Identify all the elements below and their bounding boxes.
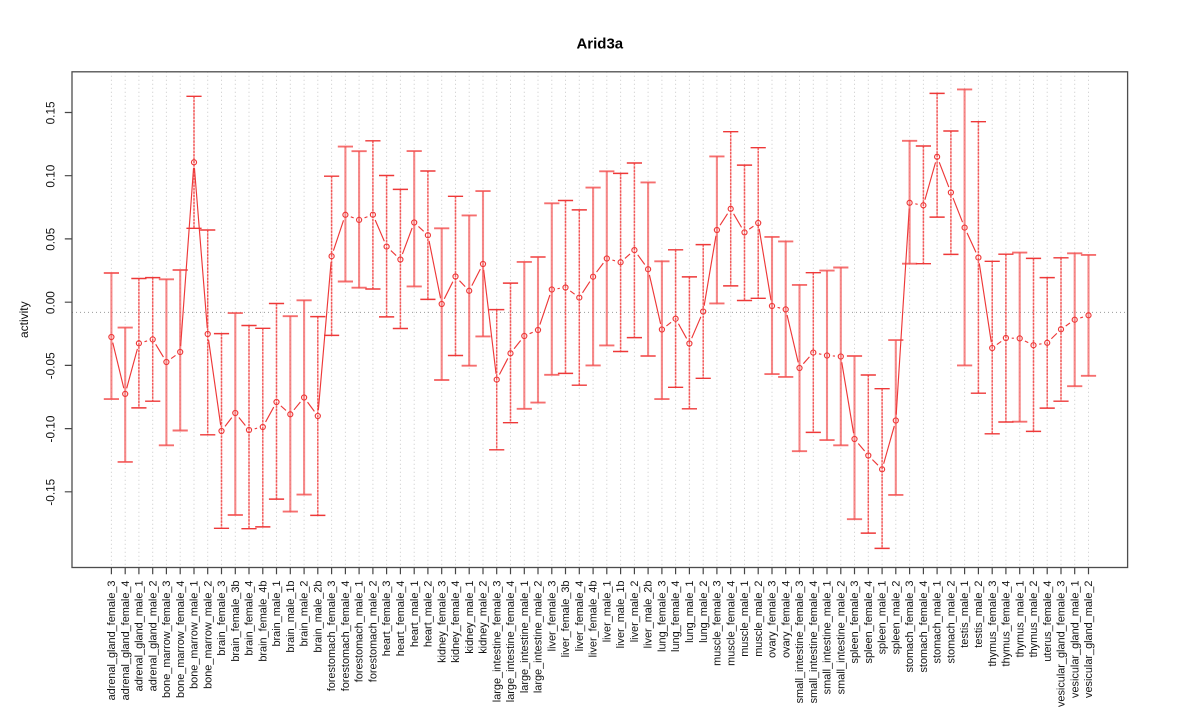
svg-text:vesicular_gland_male_2: vesicular_gland_male_2 <box>1083 581 1095 698</box>
svg-text:stomach_female_4: stomach_female_4 <box>918 581 930 673</box>
svg-text:kidney_male_2: kidney_male_2 <box>478 581 490 654</box>
svg-text:adrenal_gland_female_4: adrenal_gland_female_4 <box>120 581 132 701</box>
svg-text:kidney_female_3: kidney_female_3 <box>436 581 448 663</box>
svg-text:liver_female_3b: liver_female_3b <box>560 581 572 658</box>
svg-text:small_intestine_male_2: small_intestine_male_2 <box>835 581 847 695</box>
svg-text:muscle_male_1: muscle_male_1 <box>739 581 751 657</box>
svg-text:spleen_female_3: spleen_female_3 <box>849 581 861 664</box>
svg-text:lung_female_4: lung_female_4 <box>670 581 682 652</box>
svg-text:stomach_female_3: stomach_female_3 <box>904 581 916 673</box>
svg-text:large_intestine_male_1: large_intestine_male_1 <box>519 581 531 694</box>
svg-text:adrenal_gland_male_2: adrenal_gland_male_2 <box>147 581 159 692</box>
svg-text:brain_male_2: brain_male_2 <box>299 581 311 647</box>
svg-text:-0.10: -0.10 <box>43 415 57 442</box>
svg-text:bone_marrow_female_3: bone_marrow_female_3 <box>161 581 173 698</box>
svg-text:stomach_male_2: stomach_male_2 <box>946 581 958 664</box>
svg-text:bone_marrow_male_2: bone_marrow_male_2 <box>202 581 214 689</box>
svg-text:liver_male_2: liver_male_2 <box>629 581 641 643</box>
svg-text:0.15: 0.15 <box>43 101 57 124</box>
svg-text:lung_male_1: lung_male_1 <box>684 581 696 643</box>
svg-text:bone_marrow_male_1: bone_marrow_male_1 <box>189 581 201 689</box>
svg-text:vesicular_gland_male_1: vesicular_gland_male_1 <box>1069 581 1081 698</box>
svg-text:0.05: 0.05 <box>43 227 57 250</box>
svg-text:testis_male_2: testis_male_2 <box>973 581 985 648</box>
svg-text:Arid3a: Arid3a <box>576 35 623 52</box>
svg-text:kidney_male_1: kidney_male_1 <box>464 581 476 654</box>
svg-text:testis_male_1: testis_male_1 <box>959 580 971 647</box>
svg-text:forestomach_male_2: forestomach_male_2 <box>368 581 380 683</box>
svg-text:ovary_female_3: ovary_female_3 <box>767 581 779 659</box>
svg-text:adrenal_gland_female_3: adrenal_gland_female_3 <box>106 581 118 701</box>
svg-text:liver_female_4b: liver_female_4b <box>588 581 600 658</box>
svg-text:0.10: 0.10 <box>43 164 57 187</box>
svg-text:brain_female_3b: brain_female_3b <box>230 581 242 662</box>
svg-text:forestomach_female_3: forestomach_female_3 <box>326 581 338 692</box>
svg-text:liver_male_1: liver_male_1 <box>601 581 613 643</box>
svg-text:heart_male_2: heart_male_2 <box>423 581 435 648</box>
svg-text:heart_female_4: heart_female_4 <box>395 581 407 657</box>
svg-text:brain_female_3: brain_female_3 <box>216 581 228 656</box>
svg-text:heart_female_3: heart_female_3 <box>381 581 393 657</box>
svg-text:0.00: 0.00 <box>43 291 57 314</box>
svg-text:brain_male_1b: brain_male_1b <box>285 581 297 653</box>
svg-text:activity: activity <box>17 301 31 338</box>
svg-text:adrenal_gland_male_1: adrenal_gland_male_1 <box>134 581 146 692</box>
svg-text:brain_male_2b: brain_male_2b <box>312 581 324 653</box>
svg-text:thymus_male_2: thymus_male_2 <box>1028 581 1040 658</box>
svg-text:small_intestine_female_4: small_intestine_female_4 <box>808 581 820 704</box>
svg-text:large_intestine_female_4: large_intestine_female_4 <box>505 581 517 703</box>
svg-text:-0.05: -0.05 <box>43 352 57 379</box>
svg-text:bone_marrow_female_4: bone_marrow_female_4 <box>175 581 187 698</box>
svg-text:large_intestine_female_3: large_intestine_female_3 <box>491 581 503 703</box>
svg-text:thymus_male_1: thymus_male_1 <box>1014 581 1026 658</box>
svg-text:muscle_female_3: muscle_female_3 <box>712 581 724 666</box>
svg-text:lung_male_2: lung_male_2 <box>698 581 710 643</box>
svg-text:vesicular_gland_female_3: vesicular_gland_female_3 <box>1056 581 1068 708</box>
svg-text:brain_female_4b: brain_female_4b <box>257 581 269 662</box>
svg-text:large_intestine_male_2: large_intestine_male_2 <box>533 581 545 694</box>
svg-text:ovary_female_4: ovary_female_4 <box>780 581 792 659</box>
svg-text:muscle_female_4: muscle_female_4 <box>725 581 737 666</box>
svg-text:stomach_male_1: stomach_male_1 <box>932 581 944 664</box>
svg-text:lung_female_3: lung_female_3 <box>657 581 669 652</box>
svg-text:-0.15: -0.15 <box>43 478 57 505</box>
svg-text:brain_female_4: brain_female_4 <box>244 581 256 656</box>
svg-text:small_intestine_female_3: small_intestine_female_3 <box>794 581 806 704</box>
svg-text:forestomach_male_1: forestomach_male_1 <box>354 581 366 683</box>
svg-text:liver_male_2b: liver_male_2b <box>643 581 655 649</box>
svg-text:thymus_female_4: thymus_female_4 <box>1001 581 1013 667</box>
svg-text:forestomach_female_4: forestomach_female_4 <box>340 581 352 692</box>
svg-text:uterus_female_4: uterus_female_4 <box>1042 581 1054 662</box>
svg-text:liver_female_4: liver_female_4 <box>574 581 586 652</box>
svg-text:spleen_male_2: spleen_male_2 <box>890 581 902 655</box>
svg-text:spleen_female_4: spleen_female_4 <box>863 581 875 664</box>
svg-text:brain_male_1: brain_male_1 <box>271 581 283 647</box>
svg-text:thymus_female_3: thymus_female_3 <box>987 581 999 667</box>
svg-text:muscle_male_2: muscle_male_2 <box>753 581 765 657</box>
svg-text:liver_female_3: liver_female_3 <box>546 581 558 652</box>
svg-text:heart_male_1: heart_male_1 <box>409 581 421 648</box>
svg-text:small_intestine_male_1: small_intestine_male_1 <box>822 581 834 695</box>
svg-text:spleen_male_1: spleen_male_1 <box>877 581 889 655</box>
svg-text:liver_male_1b: liver_male_1b <box>615 581 627 649</box>
svg-text:kidney_female_4: kidney_female_4 <box>450 581 462 663</box>
